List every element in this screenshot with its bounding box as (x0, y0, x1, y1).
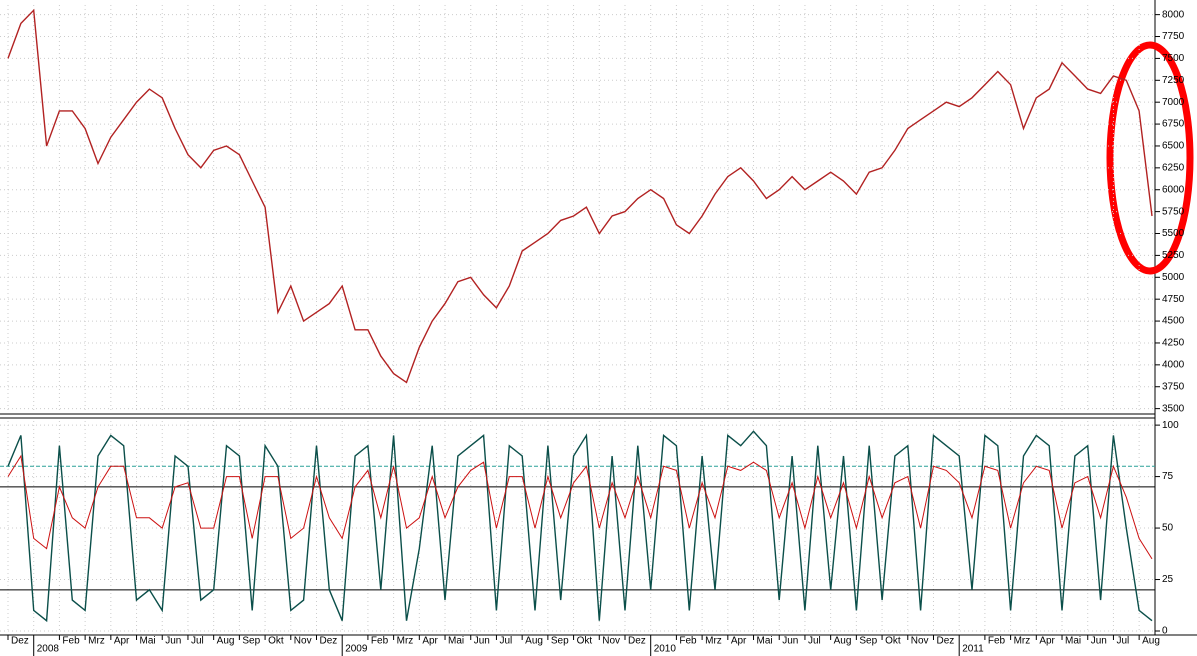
y-tick-label: 4000 (1162, 359, 1185, 370)
x-tick-label: Feb (679, 636, 697, 647)
x-tick-label: Dez (628, 636, 646, 647)
x-tick-label: Jul (191, 636, 204, 647)
y-tick-label: 0 (1162, 626, 1168, 637)
x-tick-label: Dez (11, 636, 29, 647)
x-tick-label: Sep (551, 636, 569, 647)
x-tick-label: Okt (577, 636, 593, 647)
x-tick-label: Jun (165, 636, 181, 647)
x-tick-label: Jul (499, 636, 512, 647)
x-tick-label: Nov (602, 636, 620, 647)
y-tick-label: 4500 (1162, 316, 1185, 327)
series-line (7, 430, 1153, 623)
x-tick-label: 2010 (654, 644, 677, 655)
x-tick-label: Jun (1091, 636, 1107, 647)
x-tick-label: Mai (140, 636, 156, 647)
x-tick-label: Mrz (397, 636, 414, 647)
y-tick-label: 5000 (1162, 272, 1185, 283)
x-tick-label: Aug (217, 636, 235, 647)
y-tick-label: 7000 (1162, 97, 1185, 108)
x-tick-label: Nov (911, 636, 929, 647)
x-tick-label: 2011 (962, 644, 984, 655)
x-tick-label: Feb (62, 636, 80, 647)
y-tick-label: 6250 (1162, 162, 1185, 173)
x-tick-label: Jun (782, 636, 798, 647)
x-tick-label: 2009 (345, 644, 368, 655)
x-tick-label: Sep (859, 636, 877, 647)
y-tick-label: 25 (1162, 574, 1174, 585)
x-tick-label: Jul (1116, 636, 1129, 647)
x-tick-label: Feb (988, 636, 1006, 647)
y-tick-label: 7250 (1162, 75, 1185, 86)
series-line (7, 454, 1153, 560)
x-tick-label: Mrz (705, 636, 722, 647)
x-tick-label: Aug (1142, 636, 1160, 647)
x-tick-label: Dez (319, 636, 337, 647)
x-tick-label: Nov (294, 636, 312, 647)
y-tick-label: 3500 (1162, 403, 1185, 414)
x-tick-label: Mai (448, 636, 464, 647)
x-tick-label: Mai (1065, 636, 1081, 647)
y-tick-label: 4250 (1162, 338, 1185, 349)
y-tick-label: 7500 (1162, 53, 1185, 64)
x-tick-label: Apr (422, 636, 438, 647)
x-tick-label: Okt (268, 636, 284, 647)
y-tick-label: 75 (1162, 471, 1174, 482)
y-tick-label: 7750 (1162, 31, 1185, 42)
x-tick-label: Jun (474, 636, 490, 647)
x-tick-label: Sep (242, 636, 260, 647)
y-tick-label: 50 (1162, 523, 1174, 534)
x-tick-label: Mai (757, 636, 773, 647)
x-tick-label: Feb (371, 636, 389, 647)
series-line (7, 8, 1153, 384)
x-tick-label: Apr (731, 636, 747, 647)
x-tick-label: Dez (936, 636, 954, 647)
y-tick-label: 5250 (1162, 250, 1185, 261)
y-tick-label: 8000 (1162, 9, 1185, 20)
x-tick-label: Mrz (1014, 636, 1031, 647)
x-tick-label: Mrz (88, 636, 105, 647)
x-tick-label: Apr (114, 636, 130, 647)
y-tick-label: 100 (1162, 420, 1179, 431)
highlight-circle (1106, 41, 1194, 275)
x-tick-label: Aug (525, 636, 543, 647)
x-tick-label: Jul (808, 636, 821, 647)
y-tick-label: 6500 (1162, 141, 1185, 152)
y-tick-label: 4750 (1162, 294, 1185, 305)
x-tick-label: Okt (885, 636, 901, 647)
y-tick-label: 5500 (1162, 228, 1185, 239)
x-tick-label: Apr (1039, 636, 1055, 647)
y-tick-label: 6000 (1162, 184, 1185, 195)
x-tick-label: 2008 (37, 644, 60, 655)
x-tick-label: Aug (834, 636, 852, 647)
y-tick-label: 3750 (1162, 381, 1185, 392)
y-tick-label: 5750 (1162, 206, 1185, 217)
y-tick-label: 6750 (1162, 119, 1185, 130)
